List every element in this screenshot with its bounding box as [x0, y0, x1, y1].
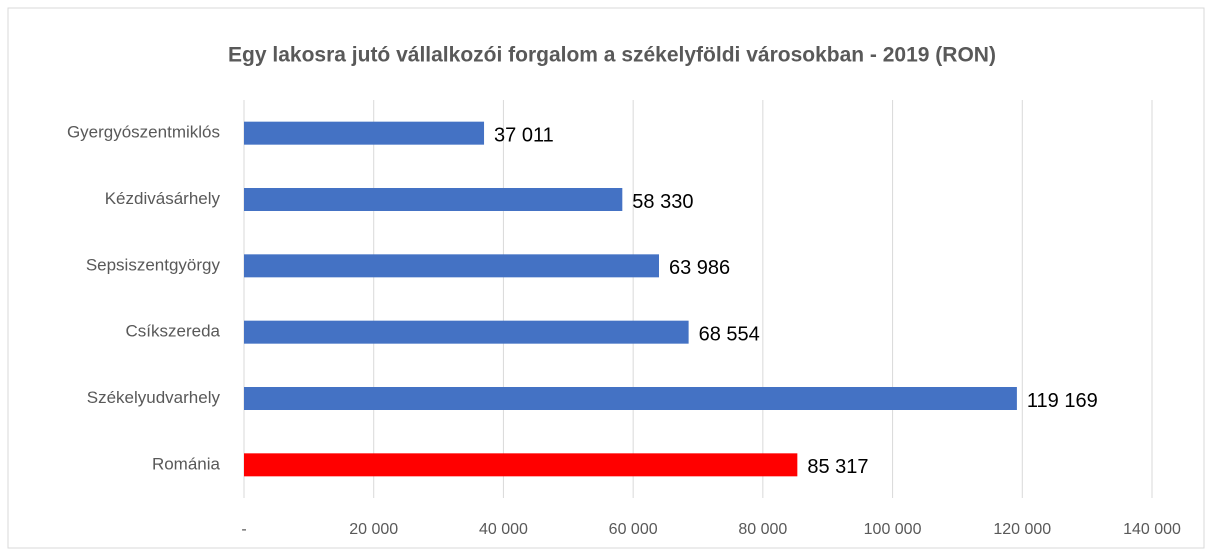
y-tick-label: Székelyudvarhely — [87, 388, 221, 407]
bar — [244, 188, 623, 211]
x-tick-label: 60 000 — [609, 521, 658, 538]
x-tick-label: 100 000 — [864, 521, 922, 538]
x-tick-label: 40 000 — [479, 521, 528, 538]
x-tick-label: 80 000 — [738, 521, 787, 538]
chart-title: Egy lakosra jutó vállalkozói forgalom a … — [228, 44, 996, 67]
data-label: 58 330 — [632, 191, 693, 213]
x-tick-label: 120 000 — [993, 521, 1051, 538]
x-tick-label: 140 000 — [1123, 521, 1181, 538]
bar — [244, 320, 689, 344]
bar — [244, 387, 1017, 410]
data-label: 68 554 — [699, 323, 760, 345]
data-label: 63 986 — [669, 257, 730, 279]
bar — [244, 121, 485, 145]
data-label: 119 169 — [1027, 390, 1098, 412]
x-tick-label: - — [241, 521, 246, 538]
y-tick-label: Románia — [152, 454, 221, 473]
y-tick-label: Csíkszereda — [126, 322, 221, 341]
y-tick-label: Gyergyószentmiklós — [67, 123, 220, 142]
data-label: 85 317 — [807, 456, 868, 478]
bar — [244, 453, 798, 477]
x-tick-label: 20 000 — [349, 521, 398, 538]
y-tick-label: Kézdivásárhely — [105, 189, 221, 208]
data-label: 37 011 — [494, 124, 554, 146]
bar — [244, 254, 659, 278]
y-tick-label: Sepsiszentgyörgy — [86, 255, 221, 274]
